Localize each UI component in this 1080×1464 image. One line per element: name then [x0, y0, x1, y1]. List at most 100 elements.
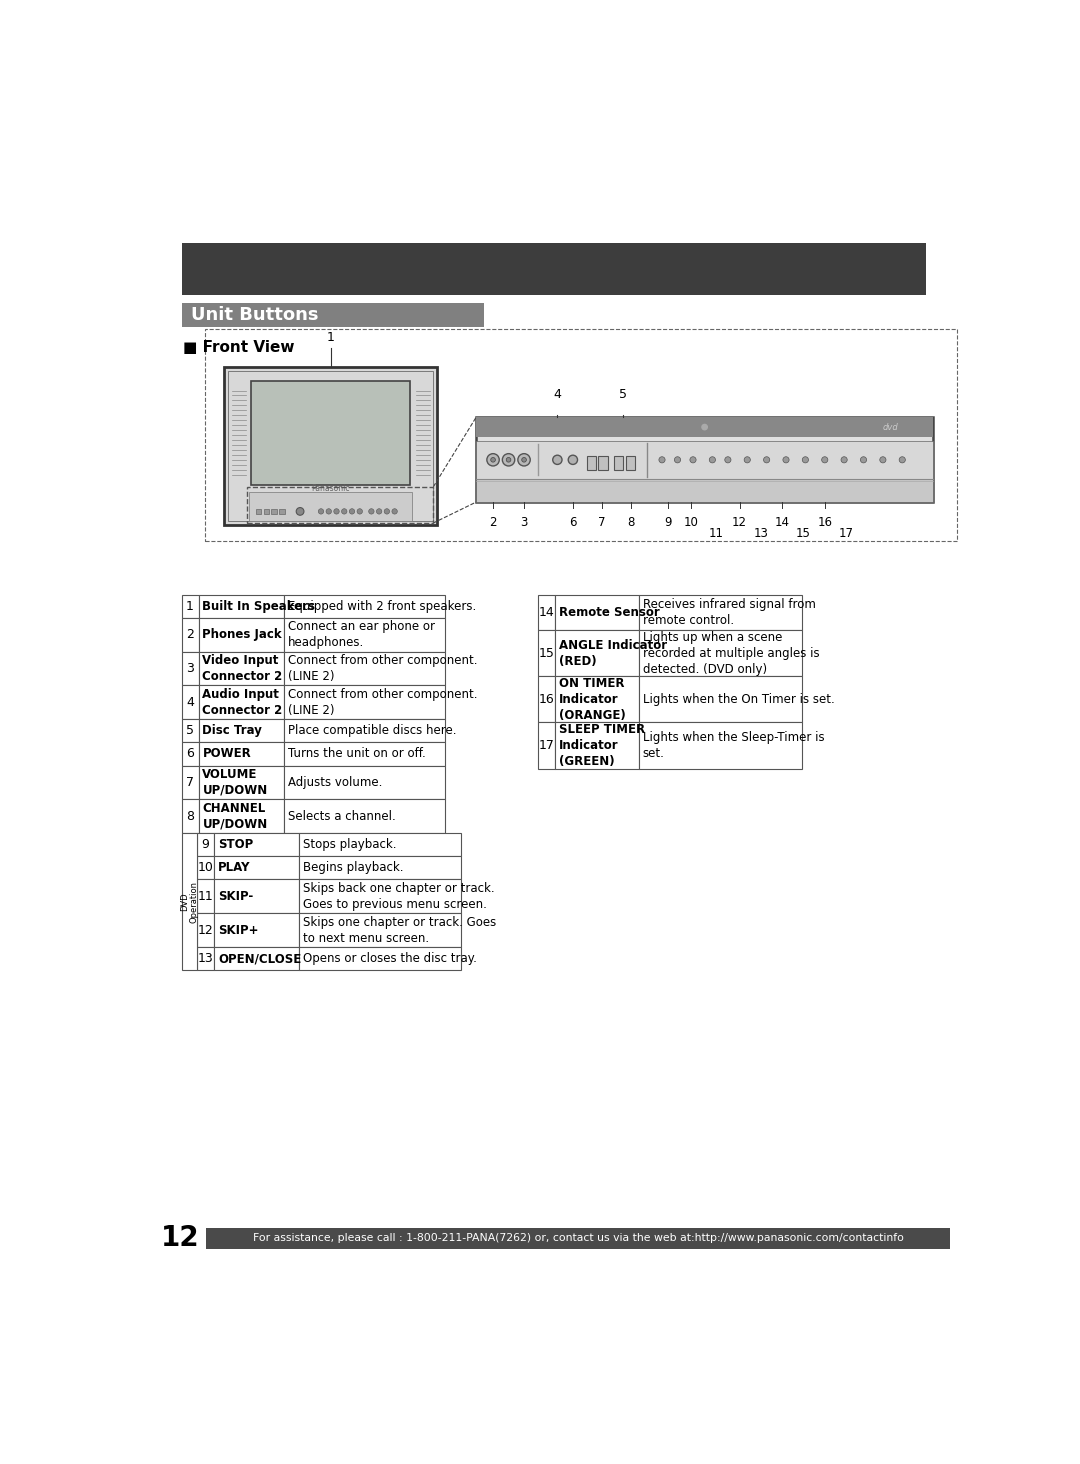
Text: ON TIMER
Indicator
(ORANGE): ON TIMER Indicator (ORANGE): [559, 676, 625, 722]
Bar: [181, 742, 199, 766]
Text: CHANNEL
UP/DOWN: CHANNEL UP/DOWN: [202, 802, 268, 832]
Bar: [199, 742, 284, 766]
Text: 1: 1: [186, 600, 194, 612]
Text: ■ Front View: ■ Front View: [183, 341, 295, 356]
Circle shape: [710, 457, 715, 463]
Text: 1: 1: [327, 331, 335, 344]
Bar: [476, 441, 933, 479]
Text: 5: 5: [619, 388, 627, 401]
Bar: [181, 685, 199, 719]
Circle shape: [490, 457, 496, 463]
Bar: [598, 455, 608, 470]
Bar: [638, 722, 801, 769]
Bar: [206, 1227, 950, 1249]
Bar: [181, 303, 484, 326]
Text: Lights up when a scene
recorded at multiple angles is
detected. (DVD only): Lights up when a scene recorded at multi…: [643, 631, 820, 675]
Bar: [205, 329, 957, 540]
Text: 12: 12: [161, 1224, 200, 1252]
Circle shape: [659, 457, 665, 463]
Text: Built In Speakers: Built In Speakers: [202, 600, 315, 612]
Text: Receives infrared signal from
remote control.: Receives infrared signal from remote con…: [643, 597, 815, 627]
Text: Remote Sensor: Remote Sensor: [559, 606, 660, 619]
Circle shape: [674, 457, 680, 463]
Text: 13: 13: [198, 952, 214, 965]
Text: SLEEP TIMER
Indicator
(GREEN): SLEEP TIMER Indicator (GREEN): [559, 723, 645, 769]
Text: 11: 11: [198, 890, 214, 903]
Text: 3: 3: [186, 662, 194, 675]
Bar: [181, 651, 199, 685]
Bar: [197, 947, 214, 971]
Text: 10: 10: [198, 861, 214, 874]
Circle shape: [368, 508, 374, 514]
Bar: [197, 833, 214, 856]
Bar: [476, 417, 933, 436]
Bar: [181, 594, 199, 618]
Text: Selects a channel.: Selects a channel.: [287, 810, 395, 823]
Text: Lights when the On Timer is set.: Lights when the On Timer is set.: [643, 692, 835, 706]
Text: Disc Tray: Disc Tray: [202, 725, 262, 738]
Bar: [284, 594, 445, 618]
Bar: [284, 742, 445, 766]
Text: 14: 14: [774, 515, 789, 529]
Bar: [197, 914, 214, 947]
Circle shape: [568, 455, 578, 464]
Circle shape: [553, 455, 562, 464]
Bar: [181, 833, 197, 971]
Bar: [555, 722, 638, 769]
Bar: [284, 685, 445, 719]
Text: 2: 2: [489, 515, 497, 529]
Text: 15: 15: [539, 647, 554, 660]
Text: POWER: POWER: [202, 748, 252, 760]
Bar: [299, 880, 460, 914]
Bar: [181, 719, 199, 742]
Bar: [555, 630, 638, 676]
Bar: [638, 594, 801, 630]
Bar: [271, 509, 276, 514]
Bar: [181, 799, 199, 833]
Text: Adjusts volume.: Adjusts volume.: [287, 776, 382, 789]
Circle shape: [384, 508, 390, 514]
Bar: [214, 914, 299, 947]
Circle shape: [357, 508, 363, 514]
Bar: [613, 455, 623, 470]
Text: 8: 8: [186, 810, 194, 823]
Circle shape: [744, 457, 751, 463]
Text: Turns the unit on or off.: Turns the unit on or off.: [287, 748, 426, 760]
Bar: [214, 856, 299, 880]
Text: Panasonic: Panasonic: [311, 483, 350, 493]
Circle shape: [334, 508, 339, 514]
Bar: [625, 455, 635, 470]
Circle shape: [517, 454, 530, 466]
Circle shape: [487, 454, 499, 466]
Text: 2: 2: [186, 628, 194, 641]
Circle shape: [319, 508, 324, 514]
Circle shape: [900, 457, 905, 463]
Bar: [247, 486, 433, 523]
Text: 6: 6: [569, 515, 577, 529]
Bar: [555, 594, 638, 630]
Text: Connect from other component.
(LINE 2): Connect from other component. (LINE 2): [287, 688, 477, 717]
Text: 17: 17: [839, 527, 854, 540]
Bar: [476, 479, 933, 502]
Bar: [284, 799, 445, 833]
Text: 11: 11: [708, 527, 724, 540]
Bar: [538, 676, 555, 722]
Bar: [586, 455, 596, 470]
Text: Connect an ear phone or
headphones.: Connect an ear phone or headphones.: [287, 621, 434, 649]
Text: Place compatible discs here.: Place compatible discs here.: [287, 725, 456, 738]
Bar: [248, 492, 413, 521]
Text: 12: 12: [732, 515, 747, 529]
Circle shape: [702, 425, 707, 430]
Bar: [299, 833, 460, 856]
Circle shape: [507, 457, 511, 463]
Text: Phones Jack: Phones Jack: [202, 628, 282, 641]
Bar: [252, 381, 410, 485]
Circle shape: [861, 457, 866, 463]
Bar: [299, 914, 460, 947]
Text: 7: 7: [186, 776, 194, 789]
Bar: [555, 676, 638, 722]
Bar: [638, 630, 801, 676]
Bar: [181, 618, 199, 651]
Bar: [264, 509, 269, 514]
Bar: [284, 618, 445, 651]
